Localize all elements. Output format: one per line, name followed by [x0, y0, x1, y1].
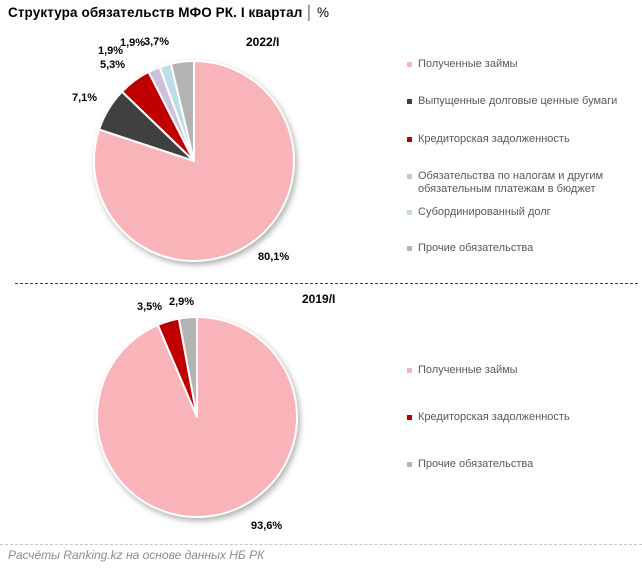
- slice-label-2019-received-loans: 93,6%: [251, 520, 283, 532]
- legend-item-2022-accounts-payable: Кредиторская задолженность: [407, 133, 635, 146]
- legend-item-2019-accounts-payable: Кредиторская задолженность: [407, 411, 635, 424]
- chart-year-2022: 2022/I: [246, 35, 280, 49]
- legend-item-2019-other: Прочие обязательства: [407, 458, 635, 471]
- legend-swatch: [407, 462, 412, 467]
- legend-item-2022-other: Прочие обязательства: [407, 242, 635, 255]
- legend-label: Субординированный долг: [418, 206, 551, 218]
- chart-year-2019: 2019/I: [302, 292, 336, 306]
- legend-item-2022-debt-securities: Выпущенные долговые ценные бумаги: [407, 95, 635, 108]
- legend-label: Кредиторская задолженность: [418, 133, 570, 145]
- pie-chart-2022: [93, 60, 295, 262]
- legend-label: Полученные займы: [418, 364, 518, 376]
- legend-item-2022-tax-liabilities: Обязательства по налогам и другим обязат…: [407, 170, 635, 196]
- legend-swatch: [407, 99, 412, 104]
- legend-swatch: [407, 137, 412, 142]
- slice-label-2022-subordinated-debt: 1,9%: [120, 37, 146, 49]
- legend-item-2022-received-loans: Полученные займы: [407, 58, 635, 71]
- slice-label-2019-accounts-payable: 3,5%: [137, 301, 163, 313]
- legend-swatch: [407, 174, 412, 179]
- page-title: Структура обязательств МФО РК. I квартал…: [8, 5, 329, 20]
- legend-item-2019-received-loans: Полученные займы: [407, 364, 635, 377]
- legend-swatch: [407, 415, 412, 420]
- slice-label-2022-tax-liabilities: 1,9%: [98, 45, 124, 57]
- page-title-text: Структура обязательств МФО РК. I квартал: [8, 5, 303, 20]
- slice-label-2019-other: 2,9%: [169, 296, 195, 308]
- source-note: Расчёты Ranking.kz на основе данных НБ Р…: [8, 548, 265, 562]
- title-divider: │: [305, 5, 314, 20]
- legend-label: Выпущенные долговые ценные бумаги: [418, 95, 618, 107]
- pie-slice-5: [169, 60, 195, 162]
- legend-swatch: [407, 368, 412, 373]
- legend-swatch: [407, 246, 412, 251]
- pie-slice-2: [177, 316, 198, 418]
- legend-label: Обязательства по налогам и другим обязат…: [418, 170, 604, 195]
- legend-swatch: [407, 62, 412, 67]
- legend-item-2022-subordinated-debt: Субординированный долг: [407, 206, 635, 219]
- legend-label: Прочие обязательства: [418, 458, 534, 470]
- title-unit: %: [316, 5, 330, 20]
- legend-label: Полученные займы: [418, 58, 518, 70]
- footer-separator: [0, 544, 642, 545]
- legend-swatch: [407, 210, 412, 215]
- pie-chart-2019: [96, 316, 299, 518]
- slice-label-2022-other: 3,7%: [144, 36, 170, 48]
- slice-label-2022-accounts-payable: 5,3%: [100, 59, 126, 71]
- section-separator: [15, 283, 638, 284]
- slice-label-2022-debt-securities: 7,1%: [72, 92, 98, 104]
- legend-label: Прочие обязательства: [418, 242, 534, 254]
- slice-label-2022-received-loans: 80,1%: [258, 251, 290, 263]
- legend-label: Кредиторская задолженность: [418, 411, 570, 423]
